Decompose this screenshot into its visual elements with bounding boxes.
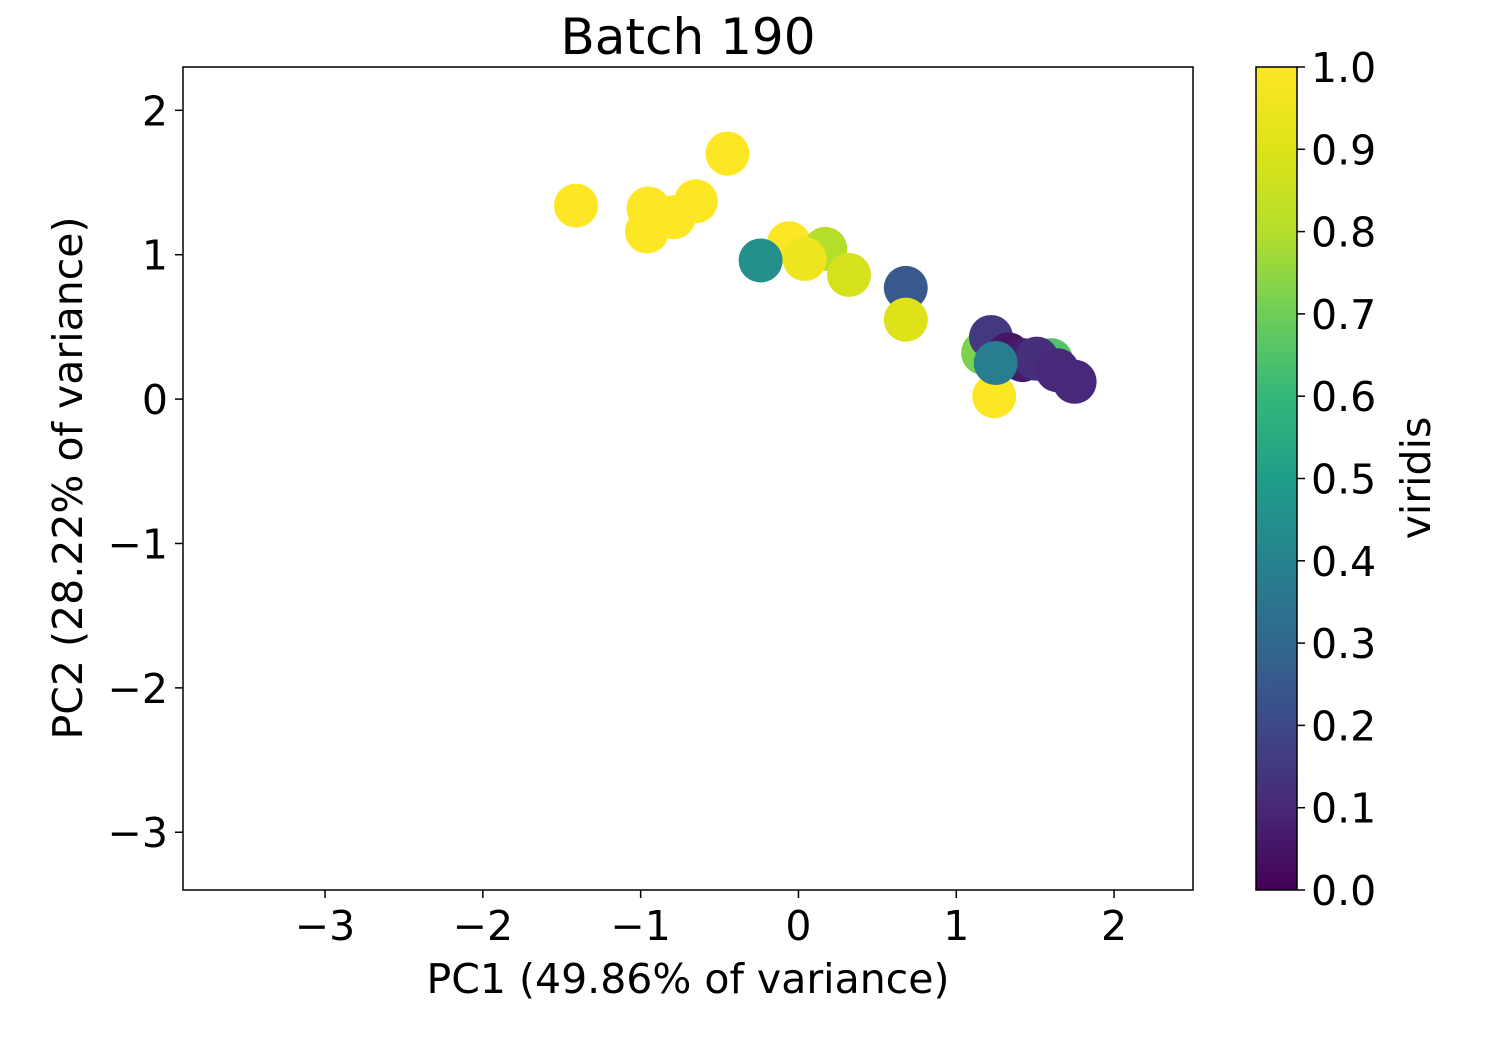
data-point xyxy=(883,265,928,310)
x-tick-label: 2 xyxy=(1101,902,1127,950)
colorbar-tick-label: 0.4 xyxy=(1311,538,1376,586)
data-point xyxy=(782,237,827,282)
plot-frame xyxy=(182,66,1194,891)
y-tick-label: 0 xyxy=(142,376,168,424)
data-points xyxy=(553,131,1097,419)
colorbar-tick-label: 0.3 xyxy=(1311,620,1376,668)
y-axis-ticks: −3 −2 −1 0 1 2 xyxy=(108,87,183,857)
data-point xyxy=(705,131,750,176)
data-point xyxy=(1052,359,1097,404)
x-tick-label: 0 xyxy=(785,902,811,950)
x-axis-ticks: −3 −2 −1 0 1 2 xyxy=(295,890,1127,950)
chart-title: Batch 190 xyxy=(560,8,815,66)
y-axis-label: PC2 (28.22% of variance) xyxy=(44,217,92,740)
data-point xyxy=(553,183,598,228)
x-tick-label: −1 xyxy=(610,902,670,950)
colorbar-tick-label: 0.6 xyxy=(1311,373,1376,421)
data-point xyxy=(624,209,669,254)
data-point xyxy=(738,238,783,283)
colorbar-tick-label: 0.8 xyxy=(1311,209,1376,257)
colorbar-tick-label: 0.5 xyxy=(1311,456,1376,504)
x-tick-label: −3 xyxy=(295,902,355,950)
data-point xyxy=(673,179,718,224)
colorbar-tick-label: 0.0 xyxy=(1311,867,1376,915)
y-tick-label: 2 xyxy=(142,87,168,135)
x-tick-label: 1 xyxy=(943,902,969,950)
data-point xyxy=(826,252,871,297)
data-point xyxy=(972,374,1017,419)
y-tick-label: −1 xyxy=(108,520,168,568)
x-axis-label: PC1 (49.86% of variance) xyxy=(427,955,950,1003)
data-point xyxy=(883,297,928,342)
colorbar-tick-label: 1.0 xyxy=(1311,44,1376,92)
y-tick-label: 1 xyxy=(142,232,168,280)
data-point xyxy=(973,340,1018,385)
colorbar-label: viridis xyxy=(1392,417,1440,540)
colorbar-tick-label: 0.9 xyxy=(1311,126,1376,174)
colorbar xyxy=(1256,67,1297,890)
colorbar-tick-label: 0.1 xyxy=(1311,785,1376,833)
colorbar-tick-label: 0.2 xyxy=(1311,702,1376,750)
y-tick-label: −3 xyxy=(108,809,168,857)
colorbar-ticks: 0.0 0.1 0.2 0.3 0.4 0.5 0.6 0.7 0.8 0.9 1.0 xyxy=(1297,44,1376,915)
y-tick-label: −2 xyxy=(108,665,168,713)
x-tick-label: −2 xyxy=(453,902,513,950)
colorbar-tick-label: 0.7 xyxy=(1311,291,1376,339)
